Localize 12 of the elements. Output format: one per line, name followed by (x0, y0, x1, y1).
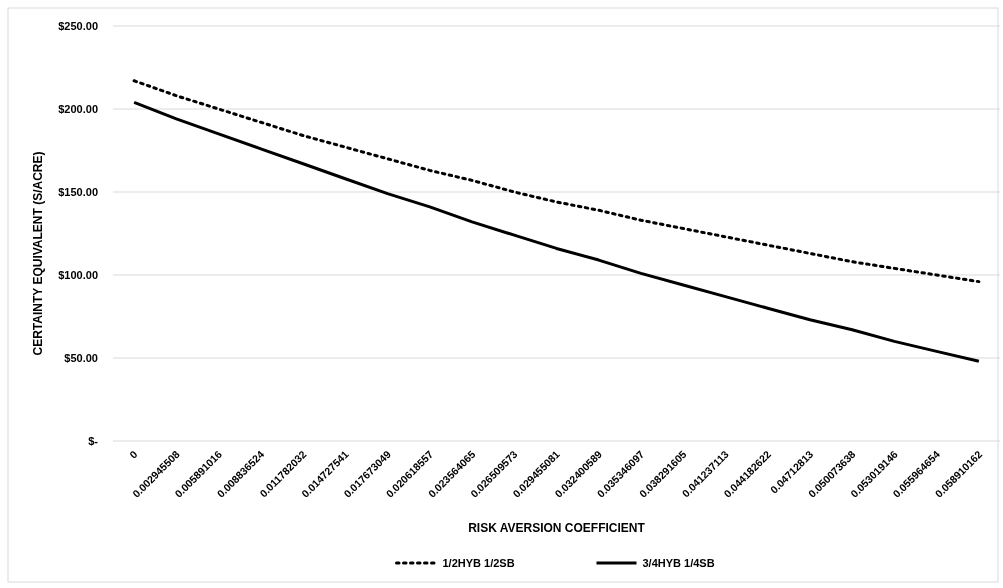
legend-label: 1/2HYB 1/2SB (442, 556, 515, 569)
line-series (132, 100, 981, 363)
legend-label: 3/4HYB 1/4SB (642, 556, 715, 569)
y-tick-label: $- (88, 434, 99, 447)
line-series (132, 79, 981, 284)
y-tick-label: $100.00 (58, 268, 98, 281)
y-axis-title: CERTAINTY EQUIVALENT (S/ACRE) (31, 151, 45, 356)
y-tick-label: $150.00 (58, 185, 98, 198)
y-tick-label: $50.00 (64, 351, 98, 364)
y-tick-label: $250.00 (58, 19, 98, 32)
x-axis-title: RISK AVERSION COEFFICIENT (468, 521, 646, 535)
y-tick-label: $200.00 (58, 102, 98, 115)
